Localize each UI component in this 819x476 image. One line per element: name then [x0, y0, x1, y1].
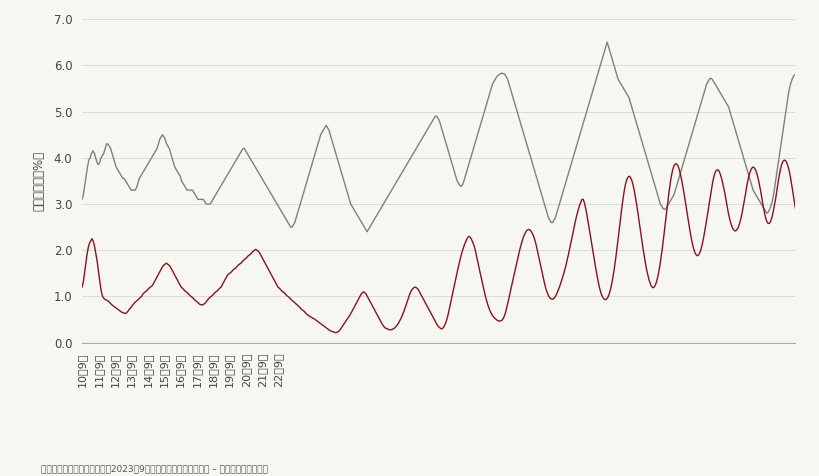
Legend: 投資級別債券最低收益率, 美國5年期國庫債券: 投資級別債券最低收益率, 美國5年期國庫債券	[313, 472, 563, 476]
Y-axis label: 最低收益率（%）: 最低收益率（%）	[32, 151, 45, 211]
Text: 資料來源：摩根大通、彭博，2023年9月。摩根大通亞洲信貸指數 – 投資級別債券指數。: 資料來源：摩根大通、彭博，2023年9月。摩根大通亞洲信貸指數 – 投資級別債券…	[41, 465, 268, 474]
